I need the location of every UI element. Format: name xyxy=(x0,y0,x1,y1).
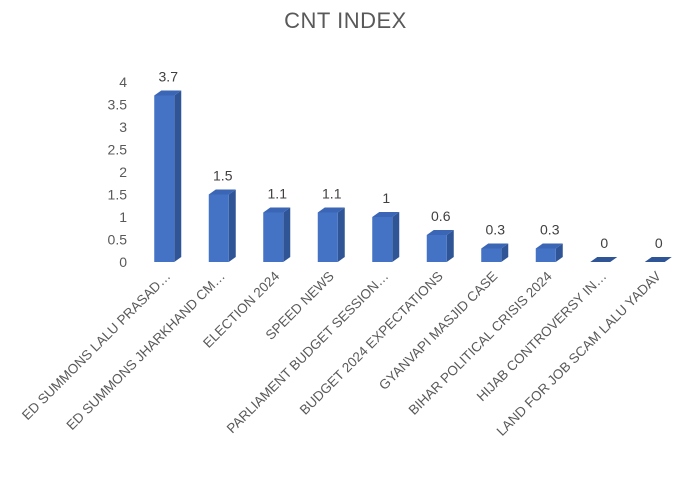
y-tick-label: 3.5 xyxy=(108,97,128,113)
chart-title: CNT INDEX xyxy=(284,8,407,33)
bar-front xyxy=(372,217,393,262)
bar-front xyxy=(481,248,502,262)
bar xyxy=(372,212,400,262)
y-tick-label: 0 xyxy=(119,254,127,270)
bar xyxy=(644,257,672,262)
bar-top xyxy=(317,207,345,213)
bar-top xyxy=(590,257,618,262)
data-label: 0.3 xyxy=(540,222,560,238)
bar-top xyxy=(263,207,291,213)
bar-front xyxy=(317,212,338,262)
bar xyxy=(263,207,291,262)
y-tick-label: 1.5 xyxy=(108,187,128,203)
bar xyxy=(317,207,345,262)
y-tick-label: 3 xyxy=(119,119,127,135)
bar-side xyxy=(501,243,509,262)
bar xyxy=(154,90,182,262)
y-tick-label: 2.5 xyxy=(108,142,128,158)
bar xyxy=(481,243,509,262)
y-tick-label: 0.5 xyxy=(108,232,128,248)
data-label: 0.6 xyxy=(431,208,451,224)
bar-top xyxy=(372,212,400,217)
bar-top xyxy=(481,243,509,249)
bar xyxy=(208,189,236,262)
data-label: 0 xyxy=(655,235,663,251)
data-label: 1.5 xyxy=(213,168,233,184)
bar-side xyxy=(555,243,563,262)
bar-front xyxy=(154,95,175,262)
bar-top xyxy=(208,189,236,195)
bar-front xyxy=(208,194,229,262)
data-label: 1 xyxy=(382,190,390,206)
bar-side xyxy=(446,230,454,262)
y-tick-label: 2 xyxy=(119,164,127,180)
data-label: 3.7 xyxy=(159,69,179,85)
bar xyxy=(426,230,454,262)
bar-top xyxy=(426,230,454,235)
data-label: 1.1 xyxy=(268,186,288,202)
bar-front xyxy=(535,248,556,262)
bar-top xyxy=(535,243,563,249)
bar-side xyxy=(337,207,345,262)
bar-front xyxy=(426,235,447,262)
data-label: 0.3 xyxy=(486,222,506,238)
bar-front xyxy=(263,212,284,262)
data-label: 1.1 xyxy=(322,186,342,202)
bar xyxy=(535,243,563,262)
y-tick-label: 1 xyxy=(119,209,127,225)
bar-side xyxy=(283,207,291,262)
bar xyxy=(590,257,618,262)
y-tick-label: 4 xyxy=(119,74,127,90)
bar-top xyxy=(644,257,672,262)
bar-side xyxy=(228,189,236,262)
bar-top xyxy=(154,90,182,96)
bar-side xyxy=(174,90,182,262)
data-label: 0 xyxy=(600,235,608,251)
bar-side xyxy=(392,212,400,262)
